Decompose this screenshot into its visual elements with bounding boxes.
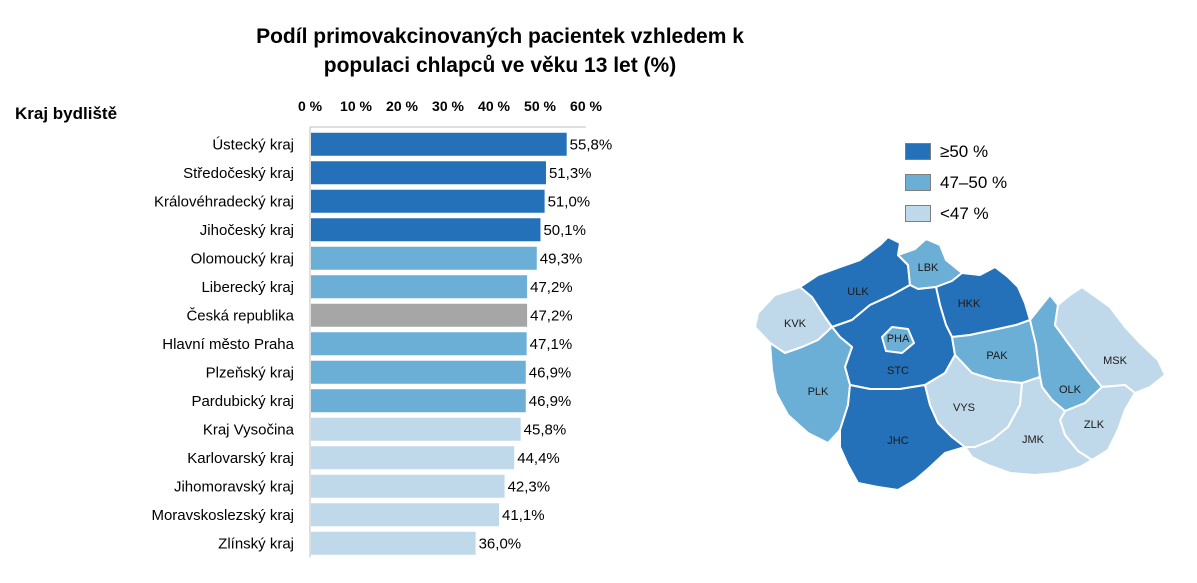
- legend-swatch: [905, 174, 931, 191]
- data-label: 51,3%: [549, 165, 592, 182]
- legend-label: <47 %: [940, 203, 989, 223]
- category-label: Jihočeský kraj: [200, 222, 294, 239]
- bar: [311, 531, 476, 555]
- data-label: 47,1%: [530, 336, 573, 353]
- category-label: Plzeňský kraj: [206, 364, 294, 381]
- chart-title: Podíl primovakcinovaných pacientek vzhle…: [170, 22, 830, 80]
- map-label-olk: OLK: [1059, 384, 1082, 396]
- data-label: 51,0%: [548, 193, 591, 210]
- data-label: 46,9%: [529, 364, 572, 381]
- bar: [311, 332, 527, 356]
- map-legend: ≥50 % 47–50 % <47 %: [905, 136, 1007, 229]
- data-label: 47,2%: [530, 279, 573, 296]
- category-label: Karlovarský kraj: [187, 450, 294, 467]
- data-label: 47,2%: [530, 307, 573, 324]
- data-label: 49,3%: [540, 250, 583, 267]
- category-label: Pardubický kraj: [191, 393, 294, 410]
- data-label: 44,4%: [517, 450, 560, 467]
- category-label: Jihomoravský kraj: [174, 478, 294, 495]
- data-label: 55,8%: [570, 136, 613, 153]
- legend-item: <47 %: [905, 198, 1007, 229]
- bar: [311, 189, 545, 213]
- map-label-zlk: ZLK: [1084, 419, 1105, 431]
- data-label: 42,3%: [508, 478, 551, 495]
- legend-item: 47–50 %: [905, 167, 1007, 198]
- map-label-kvk: KVK: [784, 318, 807, 330]
- map-region-pha: [881, 326, 915, 354]
- legend-item: ≥50 %: [905, 136, 1007, 167]
- map-label-stc: STC: [887, 365, 909, 377]
- category-label: Kraj Vysočina: [203, 421, 295, 438]
- legend-swatch: [905, 143, 931, 160]
- legend-swatch: [905, 205, 931, 222]
- map-label-vys: VYS: [953, 402, 975, 414]
- data-label: 41,1%: [502, 507, 545, 524]
- czech-regions-map: KVK ULK LBK HKK PHA STC PAK MSK PLK OLK …: [754, 236, 1166, 491]
- data-label: 36,0%: [479, 535, 522, 552]
- bar: [311, 132, 567, 156]
- category-label: Česká republika: [186, 307, 294, 324]
- category-label: Ústecký kraj: [212, 136, 294, 153]
- data-label: 45,8%: [524, 421, 567, 438]
- bar: [311, 446, 515, 470]
- bar: [311, 161, 546, 185]
- data-label: 50,1%: [543, 222, 586, 239]
- chart-title-line-1: Podíl primovakcinovaných pacientek vzhle…: [256, 25, 744, 48]
- map-region-msk: [1054, 286, 1166, 394]
- bar: [311, 246, 537, 270]
- category-label: Středočeský kraj: [183, 165, 294, 182]
- category-label: Královéhradecký kraj: [154, 193, 294, 210]
- map-label-ulk: ULK: [847, 286, 869, 298]
- map-label-lbk: LBK: [918, 262, 939, 274]
- map-label-hkk: HKK: [958, 298, 981, 310]
- map-label-pha: PHA: [887, 333, 910, 345]
- x-tick-label: 60 %: [570, 98, 602, 114]
- x-tick-label: 40 %: [478, 98, 510, 114]
- bar: [311, 474, 505, 498]
- x-tick-label: 20 %: [386, 98, 418, 114]
- bar: [311, 417, 521, 441]
- map-label-jhc: JHC: [887, 435, 908, 447]
- legend-label: 47–50 %: [940, 172, 1008, 192]
- bar: [311, 303, 528, 327]
- map-label-msk: MSK: [1103, 355, 1128, 367]
- bar: [311, 360, 526, 384]
- x-tick-label: 30 %: [432, 98, 464, 114]
- category-label: Zlínský kraj: [218, 535, 294, 552]
- bar-chart: 0 % 10 % 20 % 30 % 40 % 50 % 60 % Ústecký kraj 5…: [151, 98, 613, 558]
- x-tick-label: 0 %: [298, 98, 323, 114]
- category-label: Moravskoslezský kraj: [151, 507, 294, 524]
- bar: [311, 218, 541, 242]
- x-tick-label: 50 %: [524, 98, 556, 114]
- map-region-jmk: [964, 376, 1093, 476]
- map-label-plk: PLK: [808, 386, 829, 398]
- category-label: Liberecký kraj: [201, 279, 294, 296]
- bar: [311, 503, 500, 527]
- x-tick-label: 10 %: [340, 98, 372, 114]
- chart-title-line-2: populaci chlapců ve věku 13 let (%): [323, 54, 677, 77]
- y-axis-label: Kraj bydliště: [15, 104, 118, 123]
- data-label: 46,9%: [529, 393, 572, 410]
- category-label: Olomoucký kraj: [191, 250, 294, 267]
- map-label-jmk: JMK: [1022, 434, 1045, 446]
- legend-label: ≥50 %: [940, 141, 989, 161]
- category-label: Hlavní město Praha: [162, 336, 294, 353]
- bar: [311, 275, 528, 299]
- bar: [311, 389, 526, 413]
- map-label-pak: PAK: [986, 350, 1008, 362]
